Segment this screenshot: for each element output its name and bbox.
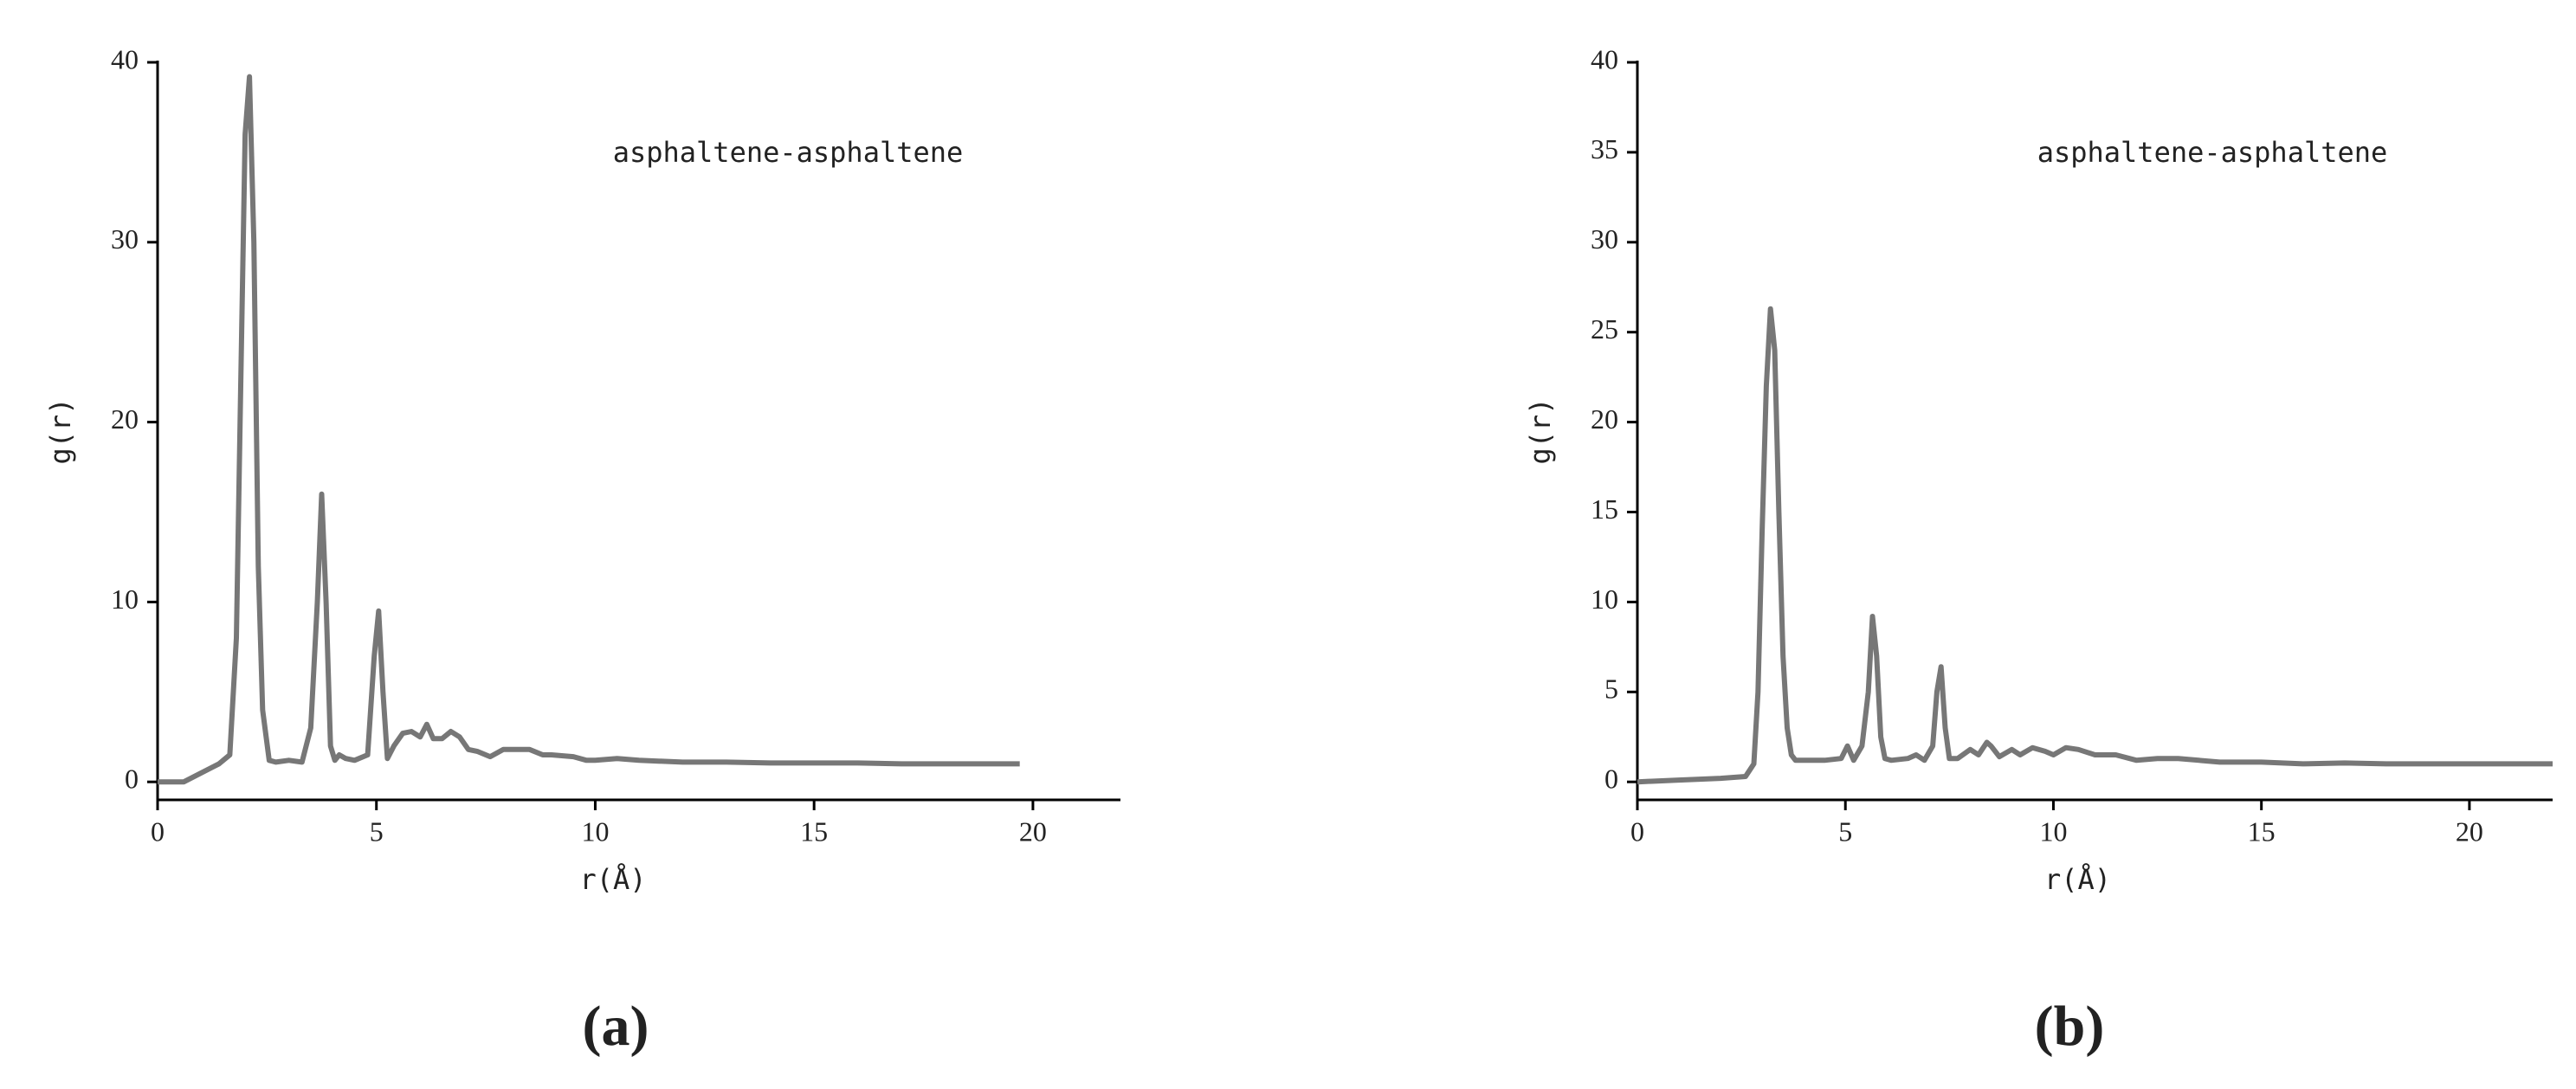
x-axis-label: r(Å) xyxy=(579,863,646,896)
x-tick-label: 20 xyxy=(1019,815,1047,847)
x-tick-label: 5 xyxy=(1838,815,1852,847)
y-tick-label: 40 xyxy=(1591,43,1618,74)
y-tick-label: 25 xyxy=(1591,313,1618,345)
x-tick-label: 0 xyxy=(1630,815,1644,847)
y-tick-label: 10 xyxy=(111,583,139,615)
y-tick-label: 20 xyxy=(1591,403,1618,435)
x-tick-label: 15 xyxy=(2248,815,2276,847)
caption: (a) xyxy=(583,995,649,1058)
y-tick-label: 20 xyxy=(111,403,139,435)
y-tick-label: 30 xyxy=(111,223,139,255)
x-tick-label: 10 xyxy=(2039,815,2067,847)
y-tick-label: 10 xyxy=(1591,583,1618,615)
y-tick-label: 0 xyxy=(125,764,139,795)
x-tick-label: 15 xyxy=(800,815,828,847)
y-tick-label: 15 xyxy=(1591,493,1618,525)
y-tick-label: 30 xyxy=(1591,223,1618,255)
y-tick-label: 40 xyxy=(111,43,139,74)
caption: (b) xyxy=(2035,995,2105,1058)
x-tick-label: 20 xyxy=(2456,815,2483,847)
y-axis-label: g(r) xyxy=(44,397,77,464)
x-tick-label: 10 xyxy=(581,815,609,847)
annotation: asphaltene-asphaltene xyxy=(2037,136,2388,169)
y-tick-label: 5 xyxy=(1604,673,1618,705)
annotation: asphaltene-asphaltene xyxy=(613,136,964,169)
y-axis-label: g(r) xyxy=(1524,397,1557,464)
y-tick-label: 35 xyxy=(1591,133,1618,164)
data-line xyxy=(158,74,1020,785)
x-tick-label: 0 xyxy=(151,815,165,847)
data-line xyxy=(1637,306,2553,785)
y-tick-label: 0 xyxy=(1604,764,1618,795)
x-axis-label: r(Å) xyxy=(2044,863,2111,896)
x-tick-label: 5 xyxy=(370,815,384,847)
